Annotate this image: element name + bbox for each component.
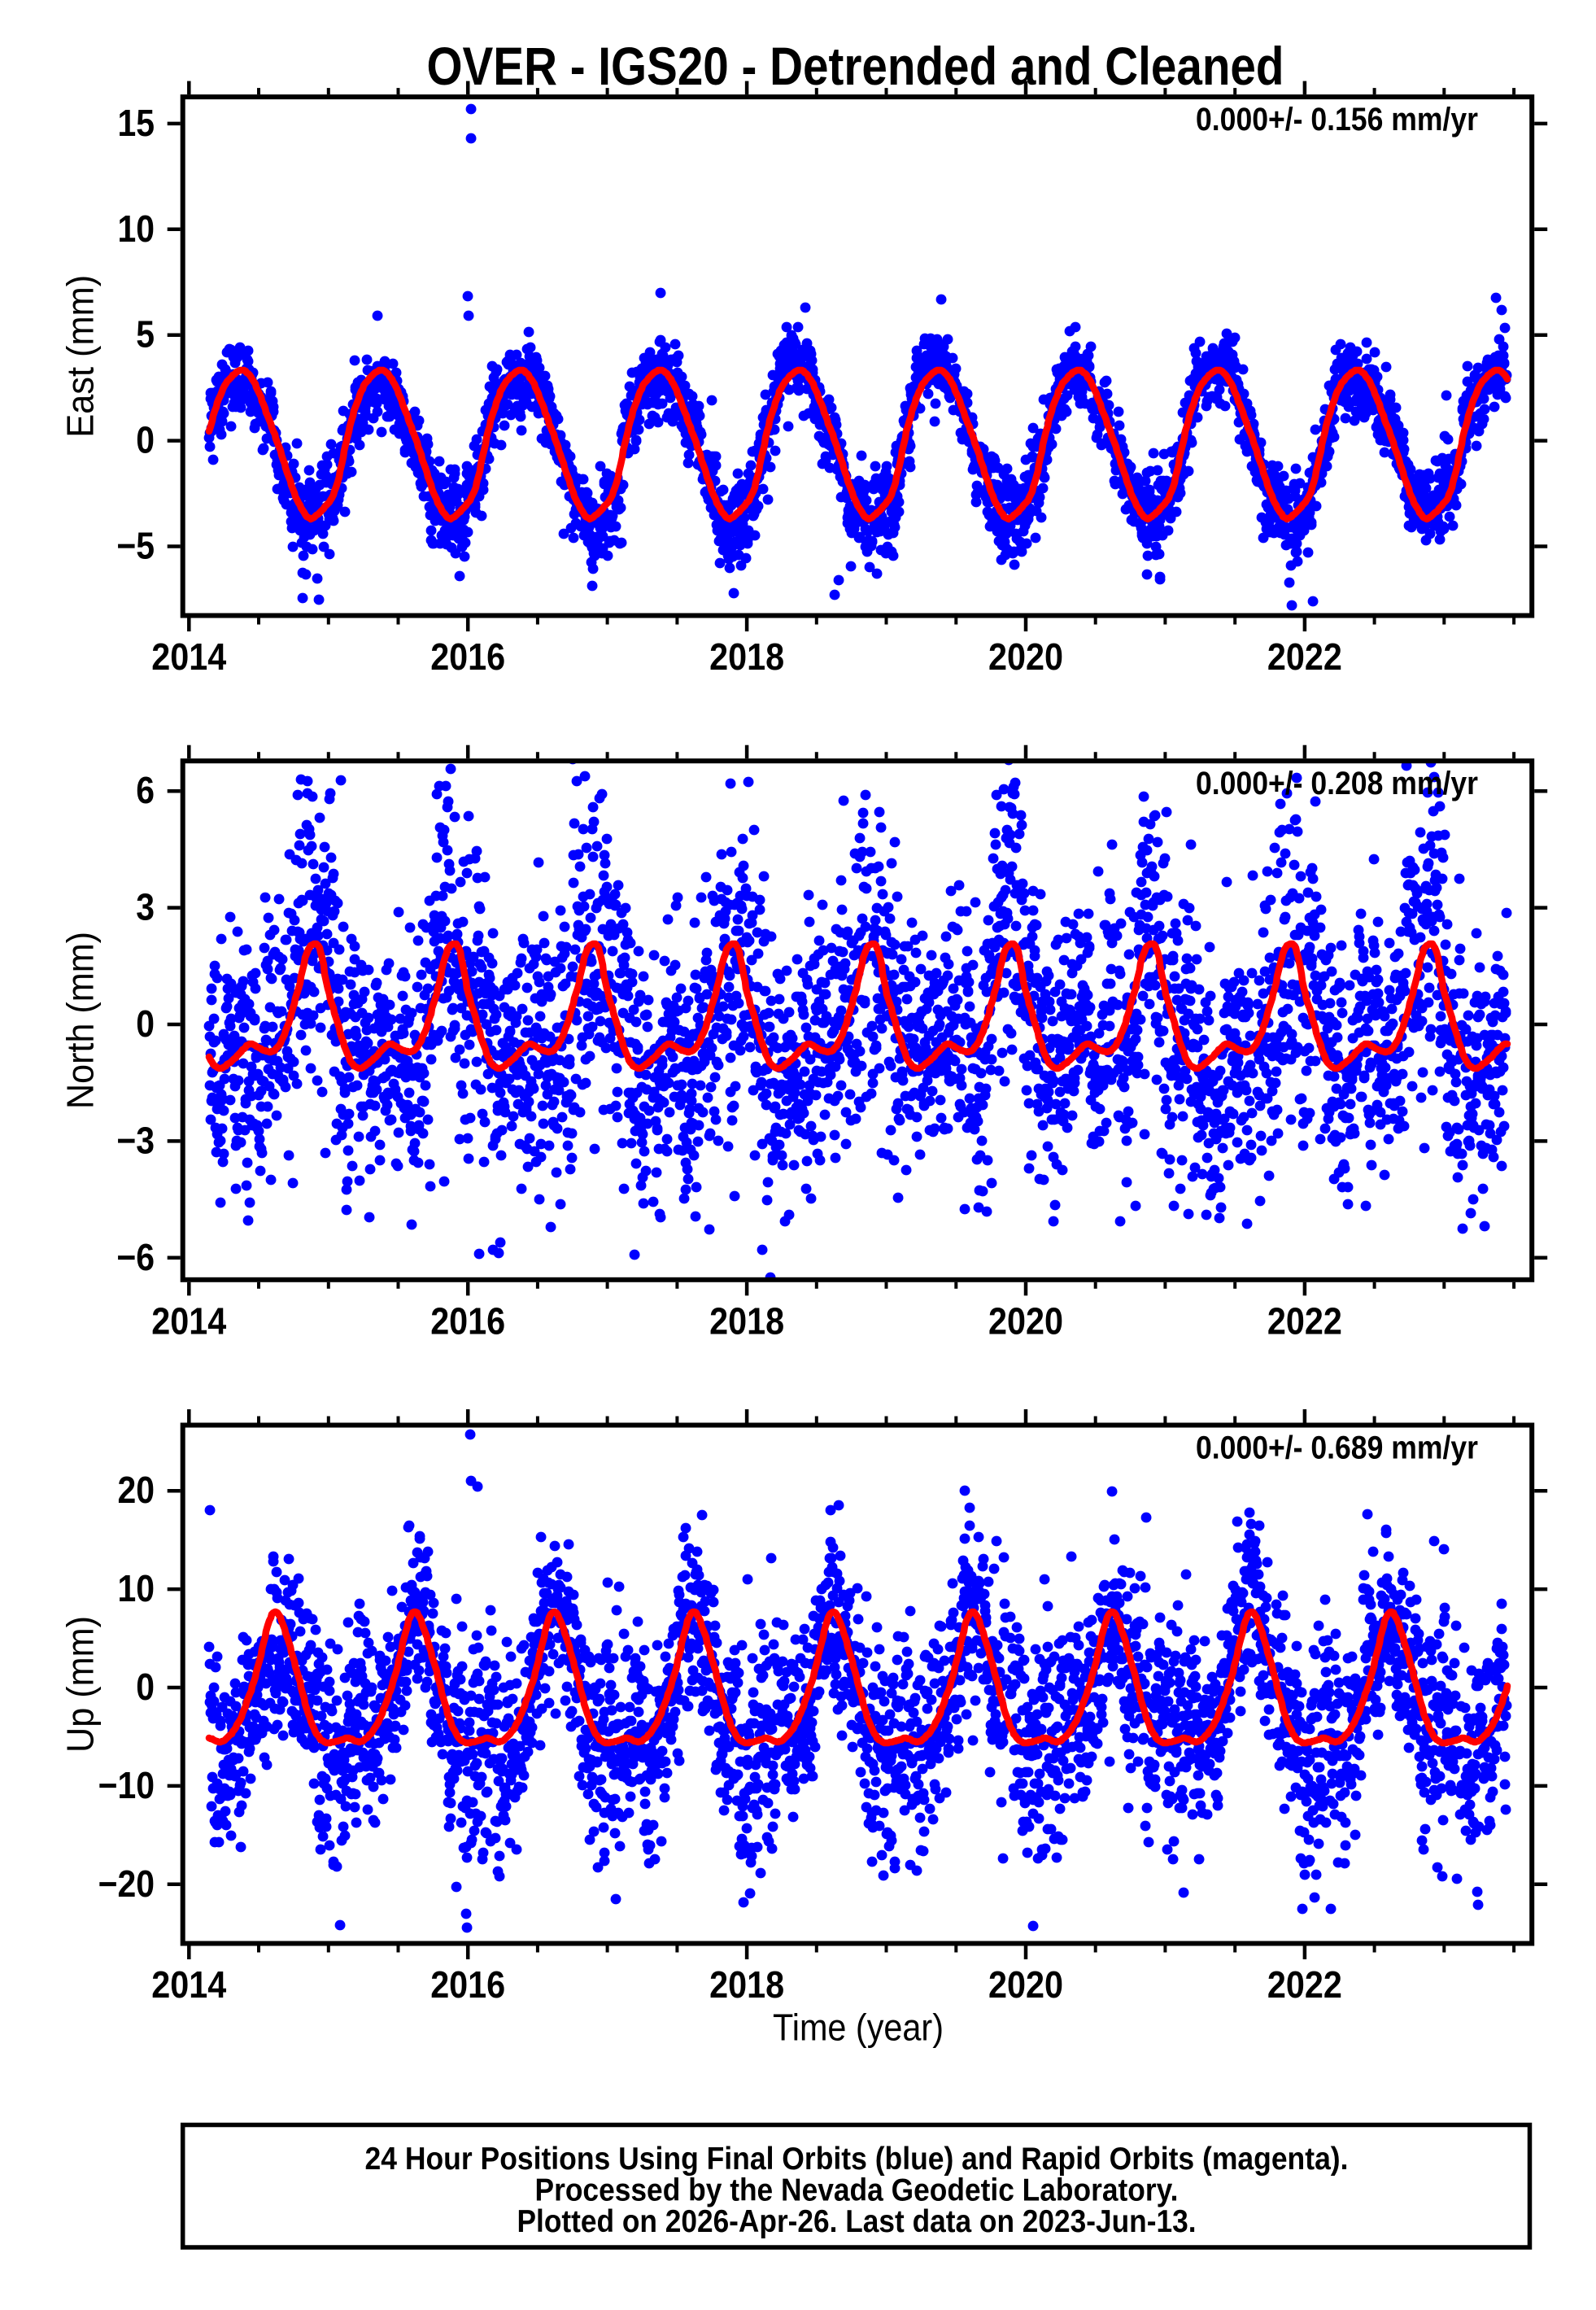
svg-text:0.000+/- 0.156 mm/yr: 0.000+/- 0.156 mm/yr [1196,102,1478,138]
svg-text:0.000+/- 0.689 mm/yr: 0.000+/- 0.689 mm/yr [1196,1430,1478,1466]
svg-text:0.000+/- 0.208 mm/yr: 0.000+/- 0.208 mm/yr [1196,766,1478,801]
svg-text:3: 3 [136,886,155,928]
svg-text:0: 0 [136,1666,155,1708]
svg-text:−20: −20 [98,1862,155,1905]
svg-text:North (mm): North (mm) [59,932,102,1109]
svg-text:2014: 2014 [151,1299,226,1342]
svg-text:2018: 2018 [709,1299,784,1342]
svg-text:−3: −3 [116,1119,155,1161]
svg-text:6: 6 [136,769,155,811]
svg-text:20: 20 [117,1469,155,1511]
svg-text:2016: 2016 [430,1299,505,1342]
svg-text:2022: 2022 [1267,1963,1342,2006]
svg-text:Time (year): Time (year) [773,2007,944,2049]
svg-text:Plotted on 2026-Apr-26. Last d: Plotted on 2026-Apr-26. Last data on 202… [517,2204,1197,2239]
svg-text:0: 0 [136,419,155,461]
svg-text:24 Hour Positions Using Final: 24 Hour Positions Using Final Orbits (bl… [365,2142,1349,2177]
svg-text:2014: 2014 [151,635,226,678]
svg-text:5: 5 [136,313,155,356]
svg-text:2018: 2018 [709,635,784,678]
svg-text:10: 10 [117,1567,155,1609]
svg-text:2016: 2016 [430,1963,505,2006]
svg-text:2020: 2020 [988,635,1063,678]
svg-text:2020: 2020 [988,1963,1063,2006]
svg-text:10: 10 [117,207,155,250]
svg-text:−6: −6 [116,1236,155,1278]
svg-text:−5: −5 [116,525,155,567]
svg-text:15: 15 [117,102,155,144]
svg-text:2022: 2022 [1267,635,1342,678]
svg-text:Up (mm): Up (mm) [59,1616,102,1753]
svg-text:2018: 2018 [709,1963,784,2006]
svg-text:OVER - IGS20 - Detrended and C: OVER - IGS20 - Detrended and Cleaned [427,36,1284,96]
svg-text:−10: −10 [98,1764,155,1806]
svg-text:2022: 2022 [1267,1299,1342,1342]
svg-text:Processed by the Nevada Geodet: Processed by the Nevada Geodetic Laborat… [535,2173,1179,2208]
svg-text:2020: 2020 [988,1299,1063,1342]
svg-text:2014: 2014 [151,1963,226,2006]
svg-text:0: 0 [136,1002,155,1045]
svg-text:2016: 2016 [430,635,505,678]
svg-text:East (mm): East (mm) [59,275,102,438]
